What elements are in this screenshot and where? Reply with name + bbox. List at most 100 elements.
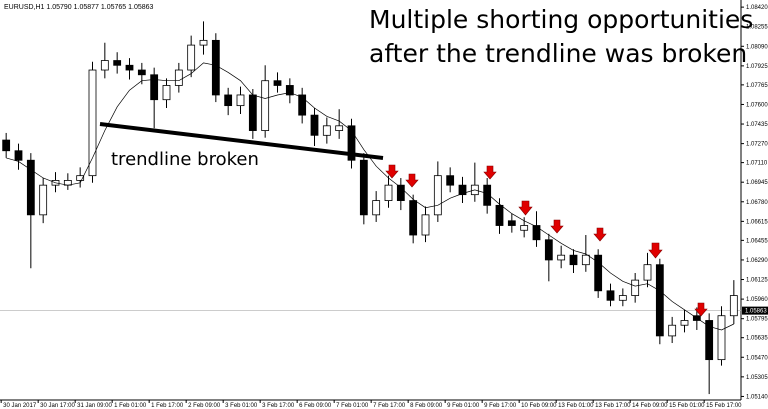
candle-body [458, 184, 467, 196]
x-tick-label: 31 Jan 09:00 [77, 403, 112, 409]
current-price-label: 1.05863 [745, 309, 767, 315]
annotation: trendline broken [111, 149, 259, 170]
candle-body [372, 200, 381, 216]
x-tick-label: 9 Feb 01:00 [447, 403, 480, 409]
candle-body [594, 254, 603, 292]
arrow [483, 165, 497, 180]
x-tick-label: 15 Feb 01:00 [669, 403, 705, 409]
candle-body [113, 60, 122, 66]
candle-body [199, 39, 208, 46]
candle-body [421, 214, 430, 236]
candle-body [359, 159, 368, 216]
candle-body [668, 324, 677, 337]
candle-body [532, 225, 541, 241]
y-tick-label: 1.06780 [746, 200, 768, 206]
candle-body [631, 279, 640, 296]
candle-body [224, 94, 233, 107]
arrow [405, 173, 419, 188]
y-tick-label: 1.07270 [746, 142, 768, 148]
y-tick-label: 1.05305 [746, 375, 768, 381]
candle-body [150, 74, 159, 101]
current-price-box [742, 306, 768, 315]
candle-body [606, 290, 615, 301]
y-tick-label: 1.07925 [746, 64, 768, 70]
candle-body [39, 184, 48, 216]
candle-body [680, 320, 689, 326]
candle-body [100, 60, 109, 71]
candle-body [643, 264, 652, 281]
y-tick-label: 1.07600 [746, 102, 768, 108]
y-tick-label: 1.06290 [746, 258, 768, 264]
candle-body [125, 64, 134, 71]
candle-body [396, 184, 405, 201]
candle-body [2, 139, 11, 152]
candle-body [236, 94, 245, 107]
trendline [99, 122, 384, 160]
candle-body [26, 159, 35, 216]
y-tick-label: 1.08090 [746, 44, 768, 50]
candle-body [705, 320, 714, 361]
candle-body [261, 80, 270, 131]
candle-body [298, 94, 307, 116]
arrow [648, 242, 663, 259]
y-tick-label: 1.07435 [746, 122, 768, 128]
x-tick-label: 15 Feb 17:00 [706, 403, 742, 409]
candle-body [729, 295, 738, 317]
candle-body [520, 225, 529, 231]
candle-body [248, 94, 257, 131]
y-tick-label: 1.05960 [746, 297, 768, 303]
candle-body [618, 295, 627, 301]
candle-body [310, 114, 319, 136]
candle-body [717, 315, 726, 361]
candle-body [507, 220, 516, 226]
x-tick-label: 30 Jan 17:00 [40, 403, 75, 409]
candle-body [174, 69, 183, 86]
x-tick-label: 10 Feb 09:00 [521, 403, 557, 409]
x-tick-label: 9 Feb 17:00 [484, 403, 517, 409]
x-tick-label: 7 Feb 01:00 [336, 403, 369, 409]
candle-body [162, 85, 171, 101]
symbol-header: EURUSD,H1 1.05790 1.05877 1.05765 1.0586… [4, 4, 154, 11]
candle-body [187, 44, 196, 71]
y-tick-label: 1.06455 [746, 238, 768, 244]
candle-body [14, 150, 23, 161]
candle-body [569, 254, 578, 266]
candle-body [88, 69, 97, 177]
candle-body [347, 125, 356, 161]
candle-body [446, 175, 455, 186]
y-tick-label: 1.05470 [746, 355, 768, 361]
candle-body [483, 184, 492, 206]
y-tick-label: 1.08420 [746, 5, 768, 11]
x-tick-label: 3 Feb 17:00 [262, 403, 295, 409]
x-tick-label: 3 Feb 01:00 [225, 403, 258, 409]
candle-body [322, 125, 331, 136]
x-tick-label: 6 Feb 09:00 [299, 403, 332, 409]
candle-body [137, 69, 146, 76]
arrow [550, 219, 564, 234]
candle-body [655, 264, 664, 337]
candle-body [335, 125, 344, 131]
y-tick-label: 1.07765 [746, 83, 768, 89]
y-tick-label: 1.05140 [746, 394, 768, 400]
candle-body [285, 85, 294, 96]
arrow [385, 164, 399, 179]
y-tick-label: 1.06615 [746, 219, 768, 225]
y-tick-label: 1.07110 [746, 161, 768, 167]
candle-body [581, 254, 590, 266]
x-tick-label: 7 Feb 17:00 [373, 403, 406, 409]
annotation: after the trendline was broken [369, 39, 747, 68]
x-tick-label: 13 Feb 17:00 [595, 403, 631, 409]
arrow [694, 302, 708, 317]
x-tick-label: 13 Feb 01:00 [558, 403, 594, 409]
x-tick-label: 1 Feb 17:00 [151, 403, 184, 409]
y-tick-label: 1.08255 [746, 25, 768, 31]
annotation: Multiple shorting opportunities [369, 5, 753, 34]
candle-body [384, 184, 393, 201]
plot-area [0, 21, 741, 395]
candle-body [76, 175, 85, 181]
candle-body [544, 239, 553, 261]
x-tick-label: 14 Feb 09:00 [632, 403, 668, 409]
candle-body [211, 39, 220, 96]
